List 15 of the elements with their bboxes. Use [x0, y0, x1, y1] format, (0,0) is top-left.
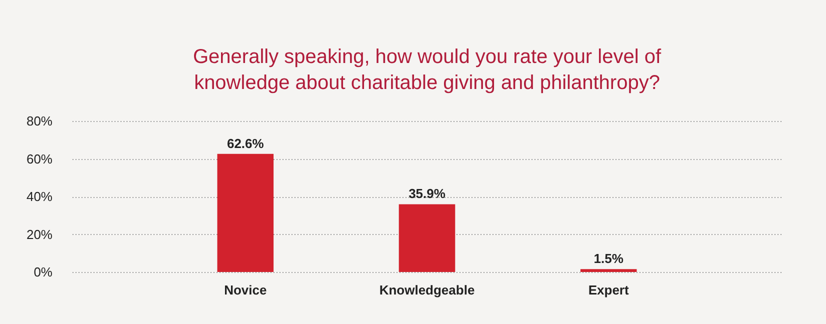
x-tick-label: Knowledgeable [379, 282, 475, 298]
y-tick-label: 20% [26, 226, 53, 242]
data-label: 62.6% [226, 136, 264, 151]
bar [217, 154, 274, 272]
y-tick-label: 0% [34, 264, 53, 280]
data-label: 1.5% [594, 251, 624, 266]
bar [580, 269, 637, 272]
y-tick-label: 40% [26, 189, 53, 204]
bar [398, 204, 456, 272]
chart-title: Generally speaking, how would you rate your level of knowledge about charitable giving and philanthropy? [192, 46, 662, 94]
x-tick-label: Expert [588, 282, 630, 298]
data-label: 35.9% [408, 186, 446, 202]
x-tick-label: Novice [224, 282, 267, 298]
y-tick-label: 80% [26, 114, 53, 128]
y-tick-label: 60% [26, 151, 53, 166]
